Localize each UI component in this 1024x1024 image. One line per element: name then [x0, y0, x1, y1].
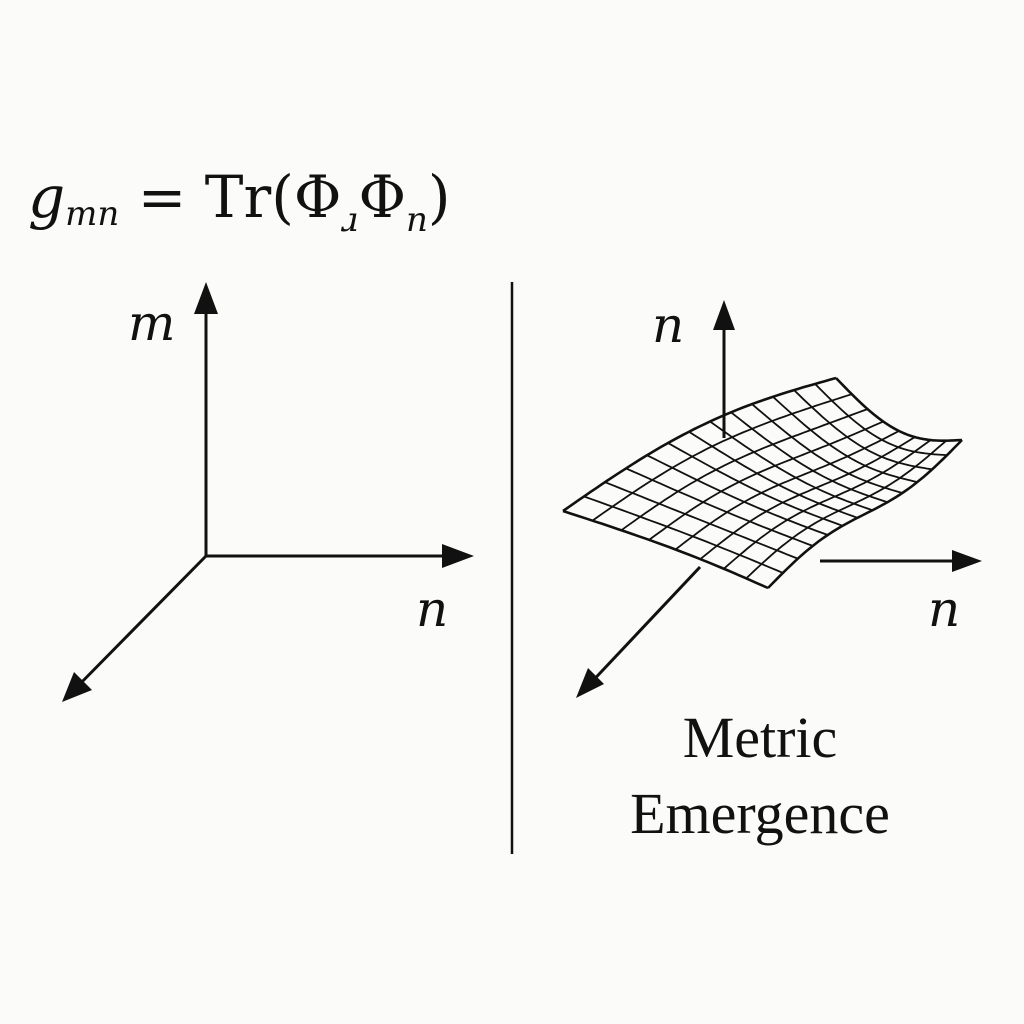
right-depth-arrowhead: [576, 668, 604, 698]
equation-open-paren: (: [271, 163, 294, 231]
left-vertical-axis-label: m: [128, 294, 176, 352]
equation-phi-1-subscript: ɹ: [341, 200, 359, 240]
surface-grid-line: [591, 393, 853, 522]
left-depth-arrowhead: [62, 672, 92, 702]
surface-grid-line: [620, 408, 868, 532]
surface-grid-line: [699, 436, 916, 560]
surface-grid-line: [767, 439, 963, 589]
equation-equals: =: [137, 163, 187, 231]
surface-grid-line: [745, 440, 947, 580]
surface-grid-line: [583, 495, 784, 574]
metric-equation: gmn = Tr(ΦɹΦn): [28, 168, 451, 237]
curved-metric-surface: [562, 376, 963, 590]
caption-line-1: Metric: [682, 705, 838, 770]
left-depth-axis: [70, 554, 208, 694]
right-axes: [576, 300, 982, 698]
left-horizontal-arrowhead: [442, 544, 474, 568]
right-horizontal-arrowhead: [952, 550, 982, 572]
right-vertical-axis-label: n: [652, 296, 685, 354]
left-vertical-arrowhead: [194, 282, 218, 314]
equation-phi-1: Φ: [293, 163, 342, 231]
surface-grid-line: [648, 420, 884, 541]
surface-grid-line: [723, 439, 932, 570]
equation-phi-2: Φ: [358, 163, 406, 231]
equation-lhs-subscript: mn: [65, 194, 120, 234]
left-horizontal-axis-label: n: [416, 580, 449, 638]
caption: Metric Emergence: [560, 700, 960, 852]
right-vertical-arrowhead: [713, 300, 735, 330]
equation-trace-operator: Tr: [204, 163, 272, 231]
right-horizontal-axis-label: n: [928, 580, 961, 638]
equation-phi-2-subscript: n: [406, 200, 428, 240]
equation-lhs-symbol: g: [28, 163, 66, 231]
left-axes: [62, 282, 474, 702]
surface-grid-line: [562, 376, 837, 513]
surface-grid-line: [674, 430, 900, 551]
equation-close-paren: ): [427, 163, 451, 231]
caption-line-2: Emergence: [630, 781, 890, 846]
right-depth-axis: [584, 565, 702, 690]
surface-grid-line: [562, 509, 769, 590]
